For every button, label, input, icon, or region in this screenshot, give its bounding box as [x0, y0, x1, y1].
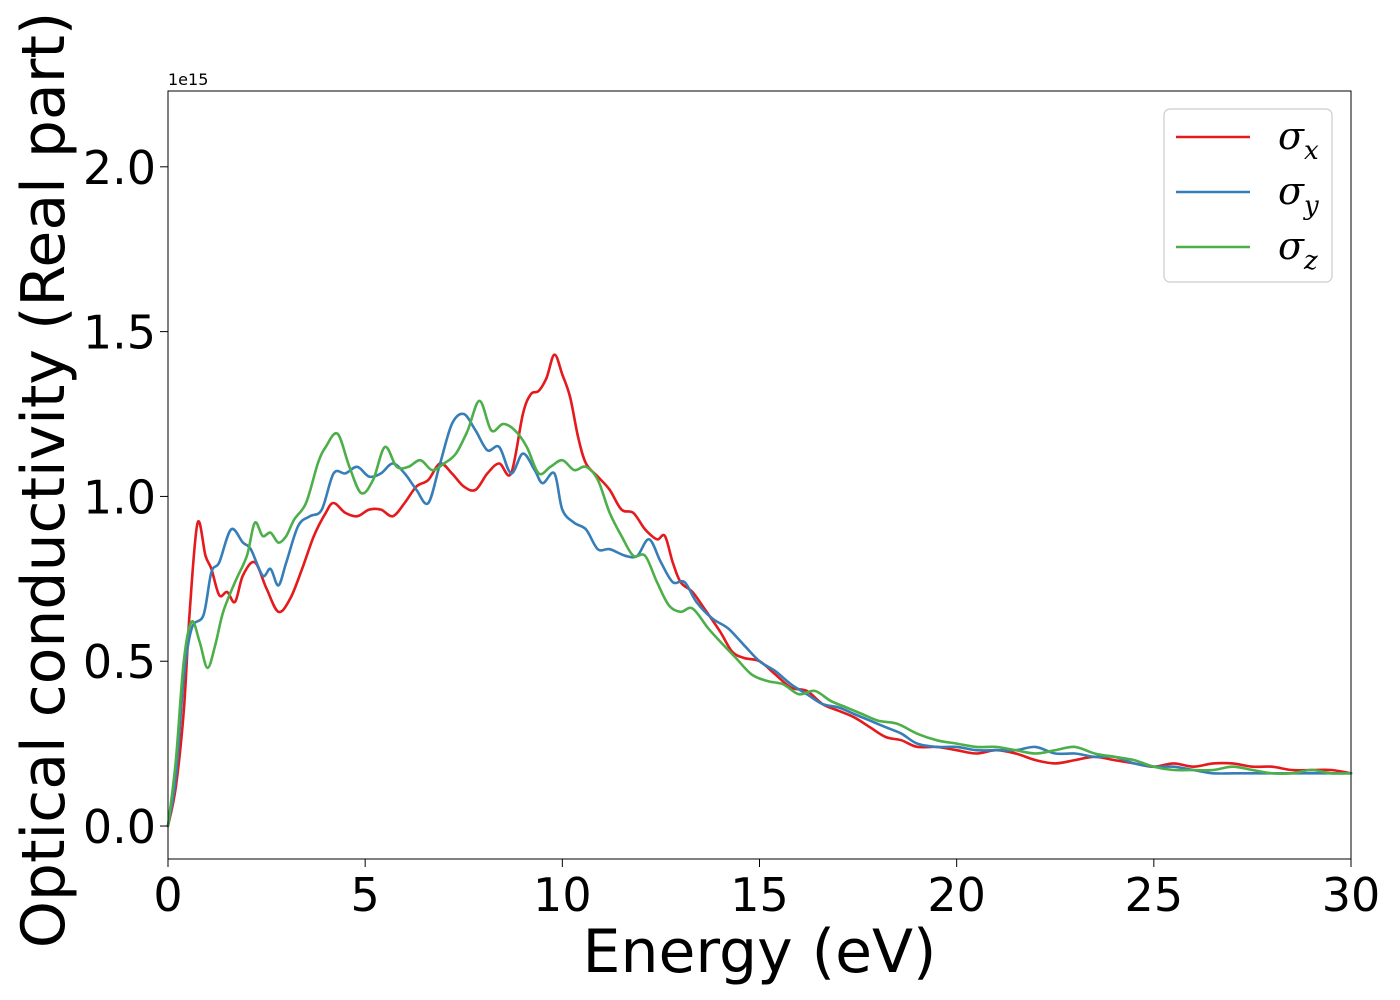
- y-tick-label: 0.0: [83, 800, 156, 854]
- x-tick-label: 20: [927, 868, 986, 922]
- x-tick-label: 30: [1322, 868, 1381, 922]
- y-tick-label: 1.5: [83, 306, 156, 360]
- x-tick-label: 0: [153, 868, 182, 922]
- y-tick-label: 0.5: [83, 635, 156, 689]
- legend-label-sigma-y: σy: [1278, 169, 1319, 221]
- y-tick-label: 1.0: [83, 470, 156, 524]
- series-line-sigma-y: [166, 412, 1353, 828]
- y-axis-ticks: 0.0 0.5 1.0 1.5 2.0: [83, 141, 168, 854]
- series-line-sigma-z: [166, 399, 1353, 828]
- series-line-sigma-x: [166, 353, 1353, 828]
- x-tick-label: 25: [1125, 868, 1184, 922]
- x-tick-label: 10: [533, 868, 592, 922]
- x-axis-title: Energy (eV): [583, 917, 937, 987]
- series-layer: [166, 353, 1353, 828]
- legend-box: [1163, 108, 1333, 283]
- x-tick-label: 15: [730, 868, 789, 922]
- x-tick-label: 5: [351, 868, 380, 922]
- x-axis-ticks: 0 5 10 15 20 25 30: [153, 859, 1380, 922]
- y-axis-offset-text: 1e15: [168, 70, 208, 89]
- legend-label-sigma-x: σx: [1278, 114, 1319, 166]
- y-axis-title: Optical conductivity (Real part): [9, 12, 79, 949]
- legend-label-sigma-z: σz: [1278, 224, 1318, 276]
- y-tick-label: 2.0: [83, 141, 156, 195]
